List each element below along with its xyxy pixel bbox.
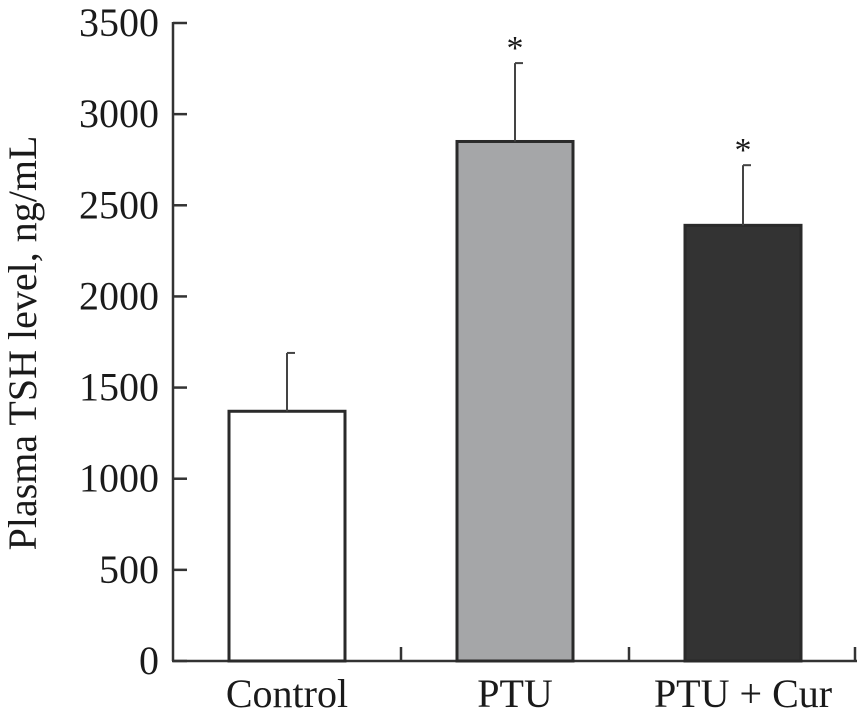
bar-ptu-cur xyxy=(683,223,803,663)
bars xyxy=(227,139,803,663)
y-tick-label: 3500 xyxy=(79,0,159,45)
y-tick-label: 2500 xyxy=(79,182,159,227)
x-tick-label: PTU xyxy=(477,671,553,716)
y-tick-label: 0 xyxy=(139,638,159,683)
significance-marker: * xyxy=(735,132,752,169)
y-tick-label: 1000 xyxy=(79,456,159,501)
y-tick-label: 1500 xyxy=(79,365,159,410)
y-tick-label: 500 xyxy=(99,547,159,592)
bar-control xyxy=(227,409,347,663)
labels: 0 500 1000 1500 2000 2500 3000 3500 Control * PTU *… xyxy=(79,0,832,716)
significance-marker: * xyxy=(507,30,524,67)
y-axis-label: Plasma TSH level, ng/mL xyxy=(0,136,45,551)
y-tick-label: 2000 xyxy=(79,273,159,318)
bar-ptu xyxy=(455,139,575,663)
error-bars xyxy=(286,62,751,412)
x-tick-label: Control xyxy=(226,671,348,716)
x-tick-label: PTU + Cur xyxy=(654,671,832,716)
y-tick-label: 3000 xyxy=(79,91,159,136)
